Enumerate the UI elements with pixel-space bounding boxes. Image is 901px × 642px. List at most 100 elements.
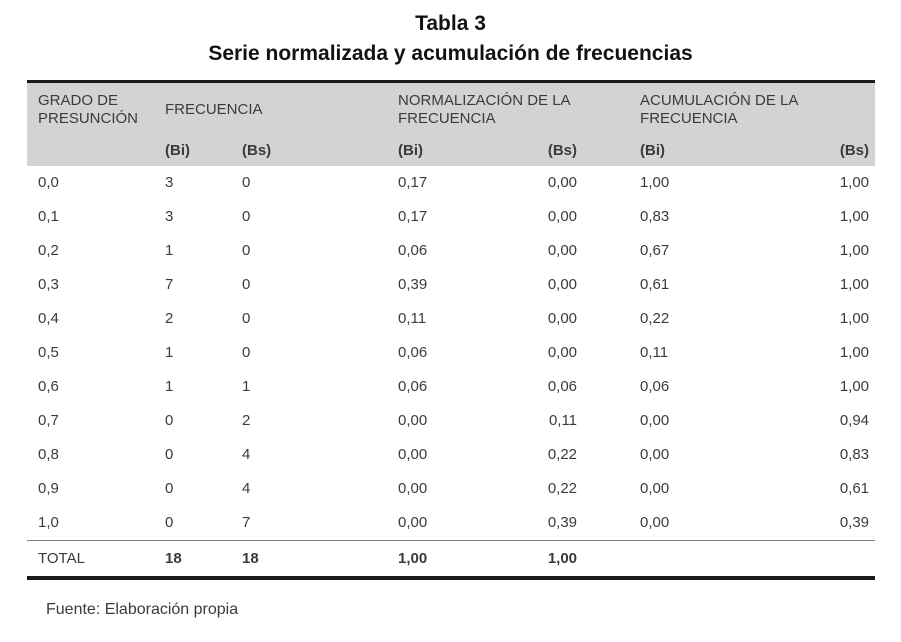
frec-bi-cell: 0 <box>165 446 174 463</box>
norm-bs-cell: 0,00 <box>547 208 578 225</box>
grado-cell: 0,2 <box>38 242 59 259</box>
frec-bs-cell: 0 <box>242 344 251 361</box>
frequency-table: GRADO DE PRESUNCIÓN FRECUENCIA NORMALIZA… <box>27 80 876 580</box>
header-grado: GRADO DE PRESUNCIÓN <box>38 91 139 128</box>
norm-bs-cell: 0,11 <box>548 412 578 429</box>
frec-bs-cell: 4 <box>242 480 251 497</box>
frec-bi-cell: 2 <box>165 310 174 327</box>
frec-bi-cell: 1 <box>165 344 174 361</box>
grado-cell: 0,8 <box>38 446 59 463</box>
acum-bs-cell: 0,83 <box>839 446 870 463</box>
frec-bs-cell: 0 <box>242 208 251 225</box>
norm-bi-cell: 0,06 <box>398 242 428 259</box>
table-row: 0,3 7 0 0,39 0,00 0,61 1,00 <box>27 268 875 302</box>
frec-bi-cell: 1 <box>165 242 174 259</box>
total-norm-bi-cell: 1,00 <box>390 539 536 578</box>
norm-bs-cell: 0,22 <box>547 446 578 463</box>
norm-bi-cell: 0,17 <box>398 208 428 225</box>
acum-bs-cell: 0,61 <box>839 480 870 497</box>
acum-bs-cell: 1,00 <box>839 310 870 327</box>
table-row: 0,0 3 0 0,17 0,00 1,00 1,00 <box>27 166 875 200</box>
table-row: 1,0 0 7 0,00 0,39 0,00 0,39 <box>27 506 875 541</box>
header-frecuencia: FRECUENCIA <box>165 101 263 119</box>
acum-bi-cell: 0,67 <box>640 242 670 259</box>
norm-bi-cell: 0,06 <box>398 344 428 361</box>
header-acumulacion: ACUMULACIÓN DE LA FRECUENCIA <box>640 91 798 128</box>
grado-cell: 0,1 <box>38 208 59 225</box>
norm-bi-cell: 0,00 <box>398 514 428 531</box>
frec-bs-cell: 0 <box>242 310 251 327</box>
header-normalizacion: NORMALIZACIÓN DE LA FRECUENCIA <box>398 91 570 128</box>
subheader-frec-bi: (Bi) <box>165 142 190 160</box>
grado-cell: 0,6 <box>38 378 59 395</box>
table-row: 0,2 1 0 0,06 0,00 0,67 1,00 <box>27 234 875 268</box>
total-acum-bs-cell <box>715 539 876 578</box>
frec-bi-cell: 1 <box>165 378 174 395</box>
header-group-row: GRADO DE PRESUNCIÓN FRECUENCIA NORMALIZA… <box>27 81 876 138</box>
grado-cell: 0,9 <box>38 480 59 497</box>
table-row: 0,6 1 1 0,06 0,06 0,06 1,00 <box>27 370 875 404</box>
acum-bs-cell: 1,00 <box>839 174 870 191</box>
frec-bi-cell: 3 <box>165 208 174 225</box>
total-label-cell: TOTAL <box>27 539 158 578</box>
frec-bs-cell: 2 <box>242 412 251 429</box>
norm-bs-cell: 0,06 <box>547 378 578 395</box>
norm-bi-cell: 0,00 <box>398 480 428 497</box>
table-title: Serie normalizada y acumulación de frecu… <box>208 42 693 66</box>
grado-cell: 0,3 <box>38 276 59 293</box>
acum-bs-cell: 1,00 <box>839 208 870 225</box>
norm-bi-cell: 0,00 <box>398 412 428 429</box>
total-row: TOTAL 18 18 1,00 1,00 <box>27 539 876 578</box>
norm-bs-cell: 0,39 <box>547 514 578 531</box>
subheader-norm-bs: (Bs) <box>547 142 578 160</box>
frec-bi-cell: 0 <box>165 412 174 429</box>
acum-bi-cell: 0,83 <box>640 208 670 225</box>
norm-bi-cell: 0,06 <box>398 378 428 395</box>
acum-bi-cell: 0,11 <box>640 344 669 361</box>
acum-bi-cell: 0,00 <box>640 514 670 531</box>
acum-bs-cell: 1,00 <box>839 276 870 293</box>
frec-bi-cell: 0 <box>165 514 174 531</box>
acum-bs-cell: 0,94 <box>839 412 870 429</box>
norm-bi-cell: 0,00 <box>398 446 428 463</box>
table-caption: Tabla 3 Serie normalizada y acumulación … <box>0 9 901 70</box>
table-row: 0,7 0 2 0,00 0,11 0,00 0,94 <box>27 404 875 438</box>
norm-bi-cell: 0,17 <box>398 174 428 191</box>
acum-bs-cell: 0,39 <box>839 514 870 531</box>
acum-bi-cell: 0,00 <box>640 480 670 497</box>
total-norm-bs-cell: 1,00 <box>535 539 633 578</box>
total-acum-bi-cell <box>632 539 716 578</box>
acum-bi-cell: 0,00 <box>640 412 670 429</box>
table-row: 0,9 0 4 0,00 0,22 0,00 0,61 <box>27 472 875 506</box>
acum-bi-cell: 0,22 <box>640 310 670 327</box>
frec-bs-cell: 1 <box>242 378 251 395</box>
acum-bi-cell: 0,00 <box>640 446 670 463</box>
acum-bs-cell: 1,00 <box>839 242 870 259</box>
grado-cell: 0,4 <box>38 310 59 327</box>
table-number: Tabla 3 <box>415 12 486 35</box>
norm-bi-cell: 0,11 <box>398 310 427 327</box>
table-row: 0,4 2 0 0,11 0,00 0,22 1,00 <box>27 302 875 336</box>
subheader-acum-bs: (Bs) <box>839 142 870 160</box>
acum-bi-cell: 0,06 <box>640 378 670 395</box>
norm-bs-cell: 0,00 <box>547 242 578 259</box>
acum-bi-cell: 1,00 <box>640 174 670 191</box>
table-header: GRADO DE PRESUNCIÓN FRECUENCIA NORMALIZA… <box>27 81 876 166</box>
acum-bi-cell: 0,61 <box>640 276 670 293</box>
grado-cell: 0,7 <box>38 412 59 429</box>
norm-bs-cell: 0,00 <box>547 344 578 361</box>
source-note: Fuente: Elaboración propia <box>46 601 239 618</box>
total-frec-bs-cell: 18 <box>233 539 391 578</box>
table-row: 0,8 0 4 0,00 0,22 0,00 0,83 <box>27 438 875 472</box>
norm-bs-cell: 0,00 <box>547 276 578 293</box>
grado-cell: 1,0 <box>38 514 59 531</box>
frec-bs-cell: 0 <box>242 276 251 293</box>
frec-bs-cell: 0 <box>242 242 251 259</box>
subheader-acum-bi: (Bi) <box>640 142 666 160</box>
subheader-empty <box>27 138 158 166</box>
frec-bi-cell: 7 <box>165 276 174 293</box>
header-sub-row: (Bi) (Bs) (Bi) (Bs) (Bi) (Bs) <box>27 137 876 166</box>
norm-bs-cell: 0,00 <box>547 174 578 191</box>
norm-bs-cell: 0,00 <box>547 310 578 327</box>
